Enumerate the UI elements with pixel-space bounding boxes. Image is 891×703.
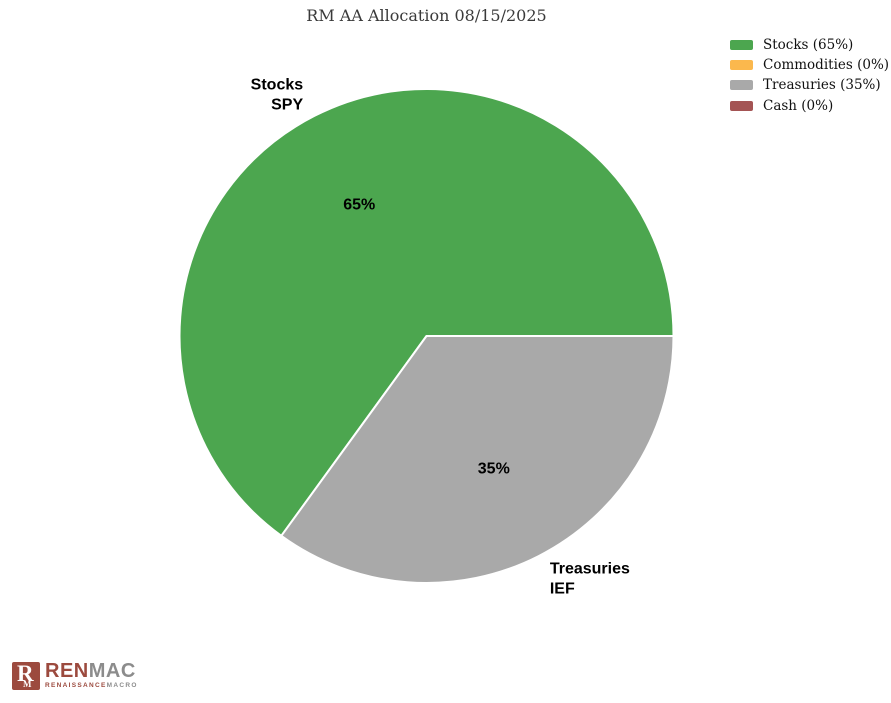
logo-wordmark-mac: MAC xyxy=(88,660,136,682)
renmac-logo-icon: R M xyxy=(12,660,40,690)
renmac-logo-text: RENMAC RENAISSANCEMACRO xyxy=(45,661,138,690)
renmac-logo: R M RENMAC RENAISSANCEMACRO xyxy=(12,661,138,690)
legend-label-commodities: Commodities (0%) xyxy=(763,57,890,74)
legend-row-treasuries: Treasuries (35%) xyxy=(730,75,889,95)
pie-outer-label-treasuries-line1: Treasuries xyxy=(550,561,630,578)
logo-wordmark: RENMAC xyxy=(45,661,138,681)
logo-icon-letter-m: M xyxy=(23,678,32,689)
legend-row-cash: Cash (0%) xyxy=(730,96,889,116)
legend-row-commodities: Commodities (0%) xyxy=(730,55,889,75)
pie-slice-treasuries xyxy=(280,335,675,584)
pie-pct-label-treasuries: 35% xyxy=(478,461,510,478)
logo-subtext-renaissance: RENAISSANCE xyxy=(45,682,107,689)
pie-pct-label-stocks: 65% xyxy=(343,197,375,214)
legend-swatch-commodities xyxy=(730,60,753,71)
pie-outer-label-treasuries-line2: IEF xyxy=(550,581,575,598)
logo-subtext-macro: MACRO xyxy=(106,682,138,689)
legend-swatch-cash xyxy=(730,100,753,111)
chart-title: RM AA Allocation 08/15/2025 xyxy=(306,6,547,25)
legend-label-cash: Cash (0%) xyxy=(763,97,834,114)
legend-swatch-stocks xyxy=(730,40,753,51)
logo-subtext: RENAISSANCEMACRO xyxy=(45,682,138,690)
legend: Stocks (65%) Commodities (0%) Treasuries… xyxy=(730,35,889,116)
legend-label-treasuries: Treasuries (35%) xyxy=(763,77,881,94)
pie-outer-label-stocks-line1: Stocks xyxy=(251,77,304,94)
legend-swatch-treasuries xyxy=(730,80,753,91)
pie-outer-label-stocks-line2: SPY xyxy=(271,97,303,114)
legend-label-stocks: Stocks (65%) xyxy=(763,37,854,54)
logo-icon-letter-r: R xyxy=(17,660,34,686)
logo-wordmark-ren: REN xyxy=(45,660,89,682)
pie-slice-stocks xyxy=(178,88,675,537)
legend-row-stocks: Stocks (65%) xyxy=(730,35,889,55)
